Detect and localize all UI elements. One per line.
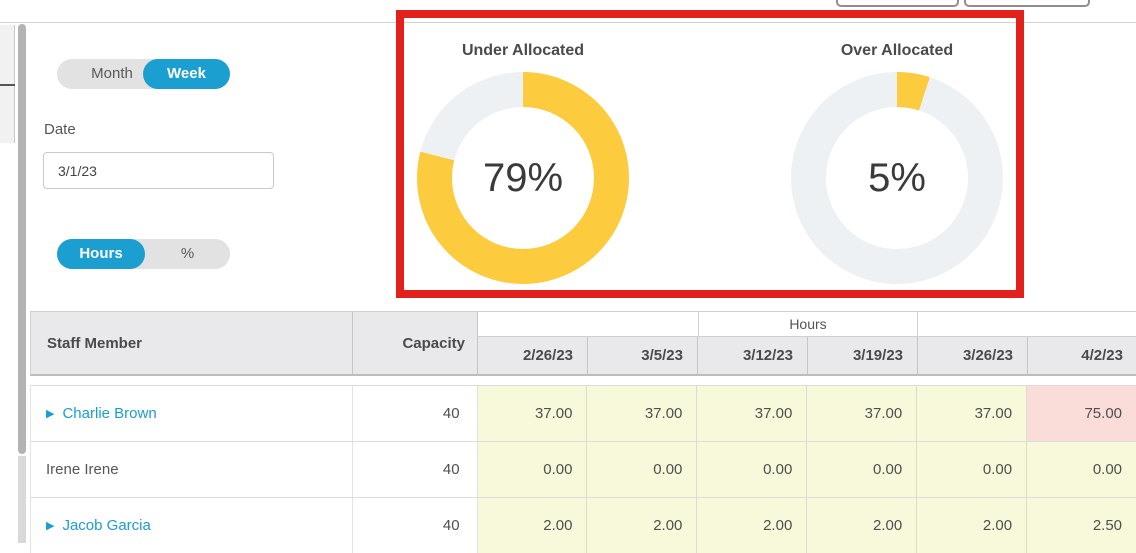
staff-name-cell: Irene Irene <box>31 442 353 497</box>
date-label: Date <box>44 121 76 138</box>
capacity-cell: 40 <box>353 498 478 553</box>
staff-allocation-table: Staff Member Capacity Hours 2/26/23 3/5/2… <box>30 311 1136 553</box>
annotation-rectangle <box>396 10 1024 298</box>
staff-name-link[interactable]: Charlie Brown <box>62 405 157 422</box>
staff-name-cell: ▶ Charlie Brown <box>31 386 353 441</box>
allocation-cell: 0.00 <box>917 442 1028 497</box>
header-date: 2/26/23 <box>478 337 588 374</box>
cut-off-button-1[interactable] <box>836 0 959 7</box>
allocation-cell: 2.00 <box>917 498 1028 553</box>
header-body-gap <box>30 376 1136 385</box>
vertical-scrollbar[interactable] <box>18 24 26 543</box>
scrollbar-track[interactable] <box>18 456 26 543</box>
expand-row-icon[interactable]: ▶ <box>46 408 55 420</box>
table-header: Staff Member Capacity Hours 2/26/23 3/5/2… <box>30 311 1136 376</box>
header-date: 3/12/23 <box>698 337 808 374</box>
allocation-cell: 37.00 <box>477 386 588 441</box>
under-allocated-title: Under Allocated <box>461 42 585 59</box>
capacity-cell: 40 <box>353 386 478 441</box>
staff-name-text: Irene Irene <box>46 461 119 478</box>
table-row: ▶ Jacob Garcia 40 2.00 2.00 2.00 2.00 2.00 2.50 <box>30 497 1136 553</box>
month-week-toggle[interactable]: Month Week <box>57 59 230 89</box>
panel-top-border <box>0 22 1136 23</box>
header-date: 4/2/23 <box>1028 337 1136 374</box>
header-hours-group: Hours <box>698 312 918 336</box>
allocation-cell: 37.00 <box>807 386 918 441</box>
scrollbar-thumb[interactable] <box>18 24 26 454</box>
toggle-option-week[interactable]: Week <box>143 59 230 89</box>
table-row: Irene Irene 40 0.00 0.00 0.00 0.00 0.00 0.00 <box>30 441 1136 497</box>
allocation-cell: 37.00 <box>587 386 698 441</box>
staff-name-link[interactable]: Jacob Garcia <box>62 517 151 534</box>
header-staff-member: Staff Member <box>31 312 353 374</box>
date-input[interactable] <box>43 152 274 189</box>
allocation-cell: 2.00 <box>477 498 588 553</box>
allocation-cell: 2.50 <box>1027 498 1136 553</box>
header-date: 3/5/23 <box>588 337 698 374</box>
allocation-cell: 37.00 <box>917 386 1028 441</box>
allocation-cell: 0.00 <box>697 442 808 497</box>
allocation-cell: 2.00 <box>587 498 698 553</box>
allocation-cell: 0.00 <box>477 442 588 497</box>
header-group-row: Hours <box>478 312 1136 337</box>
cut-off-button-2[interactable] <box>964 0 1090 7</box>
over-allocated-donut: 5% <box>791 72 1003 284</box>
window-edge-divider <box>0 84 15 86</box>
table-body: ▶ Charlie Brown 40 37.00 37.00 37.00 37.00 37.0… <box>30 385 1136 553</box>
capacity-cell: 40 <box>353 442 478 497</box>
toggle-option-percent[interactable]: % <box>180 245 195 262</box>
staff-name-cell: ▶ Jacob Garcia <box>31 498 353 553</box>
allocation-cell: 0.00 <box>1027 442 1136 497</box>
allocation-cell: 2.00 <box>807 498 918 553</box>
allocation-cell: 2.00 <box>697 498 808 553</box>
hours-percent-toggle[interactable]: Hours % <box>57 239 230 269</box>
under-allocated-value: 79% <box>452 107 594 249</box>
under-allocated-donut: 79% <box>417 72 629 284</box>
header-date: 3/19/23 <box>808 337 918 374</box>
table-row: ▶ Charlie Brown 40 37.00 37.00 37.00 37.00 37.0… <box>30 385 1136 441</box>
header-date-row: 2/26/23 3/5/23 3/12/23 3/19/23 3/26/23 4/2/23 <box>478 337 1136 374</box>
header-date: 3/26/23 <box>918 337 1028 374</box>
allocation-cell: 0.00 <box>587 442 698 497</box>
toggle-option-hours[interactable]: Hours <box>57 239 145 269</box>
toggle-option-month[interactable]: Month <box>91 65 133 82</box>
over-allocated-value: 5% <box>826 107 968 249</box>
allocation-cell: 0.00 <box>807 442 918 497</box>
header-capacity: Capacity <box>353 312 478 374</box>
over-allocated-title: Over Allocated <box>840 42 954 59</box>
allocation-cell: 75.00 <box>1027 386 1136 441</box>
allocation-cell: 37.00 <box>697 386 808 441</box>
expand-row-icon[interactable]: ▶ <box>46 520 55 532</box>
